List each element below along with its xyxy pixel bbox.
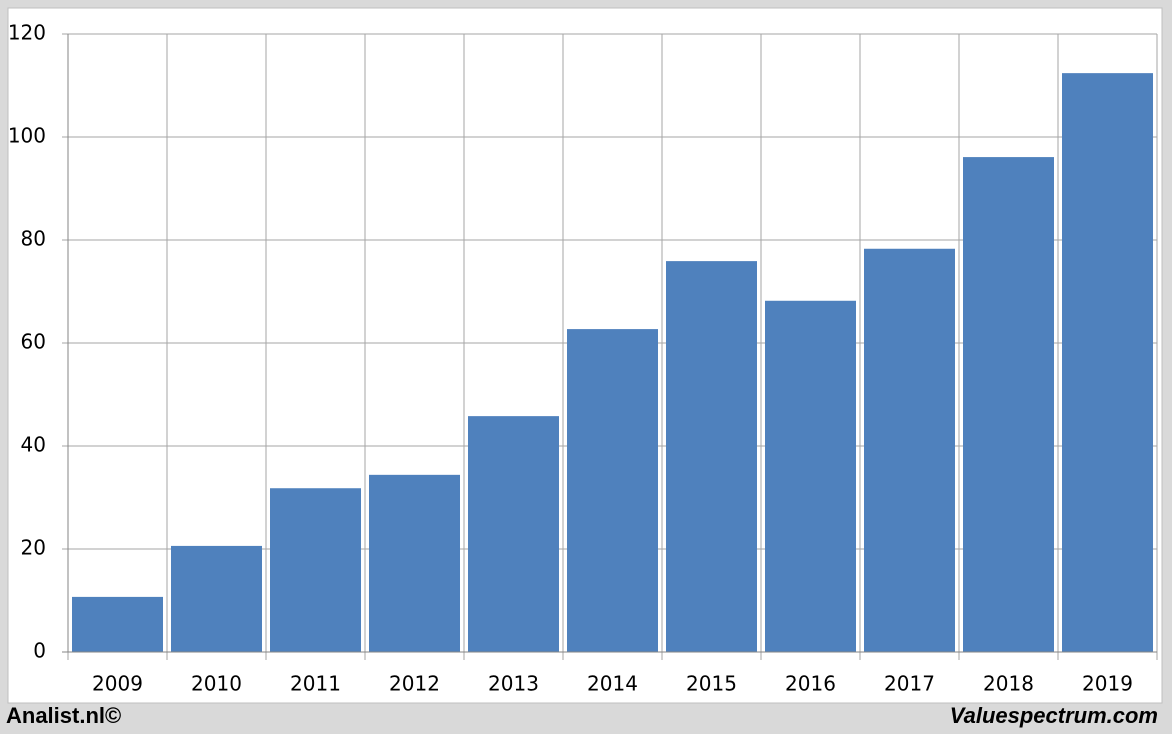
x-tick-label: 2015 — [686, 672, 737, 696]
x-tick-label: 2019 — [1082, 672, 1133, 696]
x-tick-label: 2010 — [191, 672, 242, 696]
y-tick-label: 0 — [33, 639, 46, 663]
x-tick-label: 2009 — [92, 672, 143, 696]
y-tick-label: 60 — [21, 330, 46, 354]
bar — [666, 261, 757, 652]
footer-right: Valuespectrum.com — [950, 703, 1158, 728]
bar — [468, 416, 559, 652]
bar — [369, 474, 460, 652]
y-tick-label: 40 — [21, 433, 46, 457]
x-tick-label: 2011 — [290, 672, 341, 696]
bar — [963, 157, 1054, 652]
x-tick-label: 2016 — [785, 672, 836, 696]
y-tick-label: 20 — [21, 536, 46, 560]
bar — [270, 488, 361, 652]
x-tick-label: 2013 — [488, 672, 539, 696]
bar — [864, 248, 955, 652]
bar — [1062, 73, 1153, 652]
x-tick-label: 2012 — [389, 672, 440, 696]
x-tick-label: 2018 — [983, 672, 1034, 696]
y-tick-label: 100 — [8, 124, 46, 148]
y-tick-label: 120 — [8, 21, 46, 45]
x-tick-label: 2014 — [587, 672, 638, 696]
y-tick-label: 80 — [21, 227, 46, 251]
bar — [171, 545, 262, 652]
bar — [72, 596, 163, 652]
bar — [567, 329, 658, 652]
footer-left: Analist.nl© — [6, 703, 121, 728]
x-tick-label: 2017 — [884, 672, 935, 696]
bar — [765, 300, 856, 652]
